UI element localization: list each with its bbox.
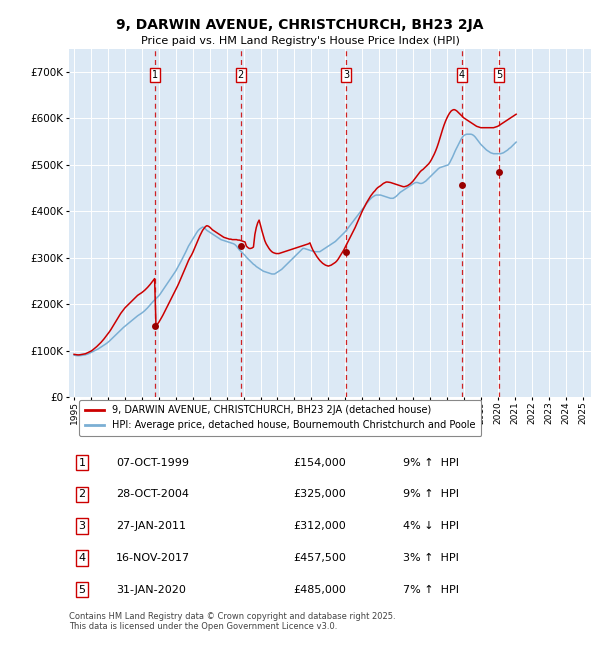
Text: 2: 2 <box>238 70 244 80</box>
Text: 16-NOV-2017: 16-NOV-2017 <box>116 553 190 563</box>
Text: 5: 5 <box>496 70 502 80</box>
Text: 4% ↓  HPI: 4% ↓ HPI <box>403 521 459 531</box>
Text: 1: 1 <box>152 70 158 80</box>
Text: 1: 1 <box>79 458 86 468</box>
Text: Price paid vs. HM Land Registry's House Price Index (HPI): Price paid vs. HM Land Registry's House … <box>140 36 460 46</box>
Text: 3: 3 <box>79 521 86 531</box>
Text: 31-JAN-2020: 31-JAN-2020 <box>116 584 186 595</box>
Text: £457,500: £457,500 <box>293 553 346 563</box>
Text: 7% ↑  HPI: 7% ↑ HPI <box>403 584 459 595</box>
Text: 3: 3 <box>343 70 350 80</box>
Text: 9, DARWIN AVENUE, CHRISTCHURCH, BH23 2JA: 9, DARWIN AVENUE, CHRISTCHURCH, BH23 2JA <box>116 18 484 32</box>
Text: 4: 4 <box>459 70 465 80</box>
Text: 2: 2 <box>79 489 86 499</box>
Text: 5: 5 <box>79 584 86 595</box>
Text: £154,000: £154,000 <box>293 458 346 468</box>
Text: £485,000: £485,000 <box>293 584 346 595</box>
Text: 3% ↑  HPI: 3% ↑ HPI <box>403 553 459 563</box>
Text: 4: 4 <box>79 553 86 563</box>
Legend: 9, DARWIN AVENUE, CHRISTCHURCH, BH23 2JA (detached house), HPI: Average price, d: 9, DARWIN AVENUE, CHRISTCHURCH, BH23 2JA… <box>79 400 481 436</box>
Text: 9% ↑  HPI: 9% ↑ HPI <box>403 489 459 499</box>
Text: £325,000: £325,000 <box>293 489 346 499</box>
Text: £312,000: £312,000 <box>293 521 346 531</box>
Text: 27-JAN-2011: 27-JAN-2011 <box>116 521 186 531</box>
Text: Contains HM Land Registry data © Crown copyright and database right 2025.
This d: Contains HM Land Registry data © Crown c… <box>69 612 395 631</box>
Text: 9% ↑  HPI: 9% ↑ HPI <box>403 458 459 468</box>
Text: 07-OCT-1999: 07-OCT-1999 <box>116 458 189 468</box>
Text: 28-OCT-2004: 28-OCT-2004 <box>116 489 189 499</box>
